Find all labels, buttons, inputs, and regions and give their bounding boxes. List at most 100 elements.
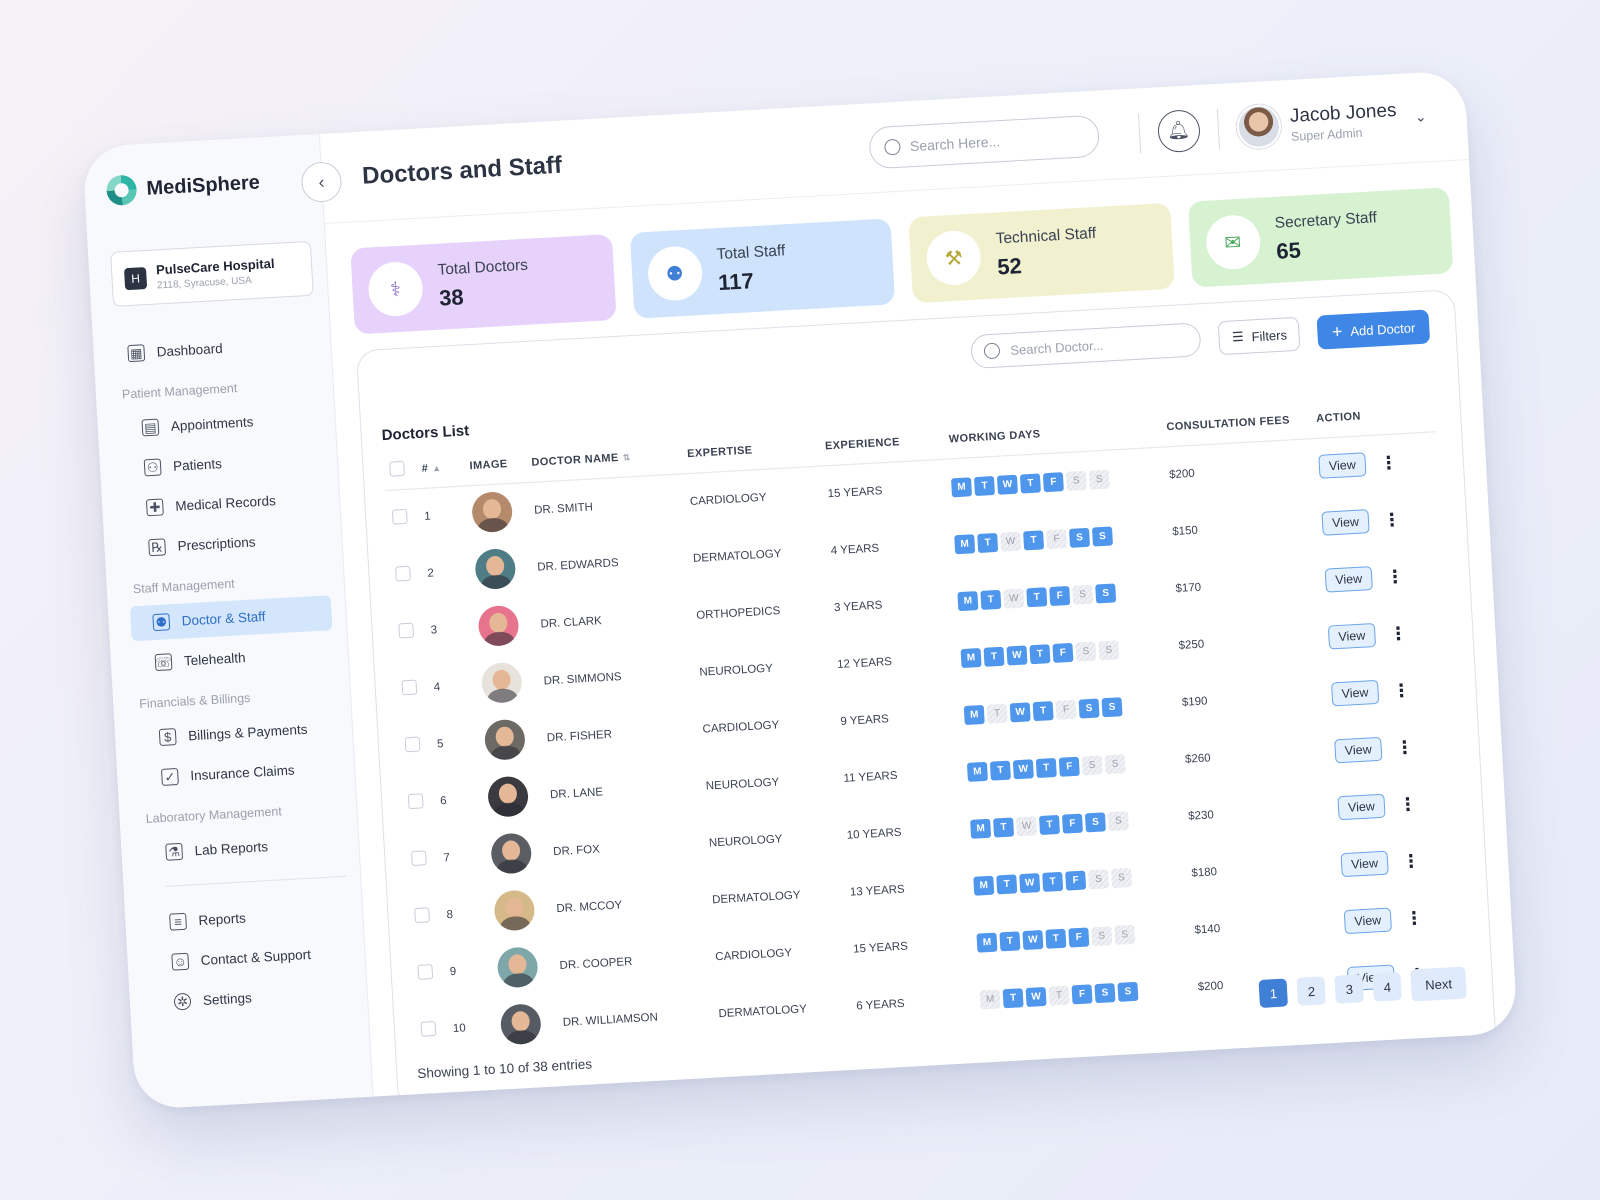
filters-button[interactable]: ☰ Filters — [1218, 316, 1301, 356]
page-button-3[interactable]: 3 — [1334, 974, 1365, 1004]
main-content: Doctors and Staff Search Here... 🔔︎ Jaco… — [319, 70, 1518, 1110]
column-label: # — [421, 462, 429, 475]
sidebar-item-insurance[interactable]: ✓ Insurance Claims — [139, 750, 342, 796]
page-button-4[interactable]: 4 — [1372, 972, 1403, 1002]
sidebar-item-medical-records[interactable]: ✚ Medical Records — [123, 480, 326, 526]
row-checkbox[interactable] — [401, 679, 418, 696]
row-number: 9 — [449, 965, 457, 979]
view-button[interactable]: View — [1324, 566, 1373, 593]
sidebar-item-contact-support[interactable]: ☺ Contact & Support — [149, 935, 352, 981]
column-header-num[interactable]: # ▲ — [414, 447, 465, 489]
sidebar-item-label: Insurance Claims — [190, 762, 295, 784]
doctor-expertise: Neurology — [699, 662, 774, 679]
sidebar-item-label: Reports — [198, 910, 247, 929]
view-button[interactable]: View — [1337, 793, 1386, 821]
row-checkbox[interactable] — [407, 793, 424, 810]
sort-icon: ⇅ — [622, 452, 631, 463]
working-day-badge: M — [954, 533, 976, 554]
row-checkbox[interactable] — [398, 622, 415, 639]
sidebar-item-patients[interactable]: ⚇ Patients — [121, 440, 324, 486]
more-options-icon[interactable]: ⋮ — [1401, 850, 1420, 872]
doctor-name: Dr. Cooper — [559, 955, 633, 972]
view-button[interactable]: View — [1340, 850, 1389, 878]
more-options-icon[interactable]: ⋮ — [1398, 793, 1417, 815]
notifications-button[interactable]: 🔔︎ — [1156, 108, 1201, 153]
sidebar-item-prescriptions[interactable]: ℞ Prescriptions — [126, 520, 329, 566]
row-select-cell — [407, 887, 442, 946]
sidebar-item-billings[interactable]: $ Billings & Payments — [136, 710, 339, 756]
doctor-name: Dr. Fisher — [546, 728, 613, 745]
doctor-experience: 15 Years — [852, 940, 909, 956]
stat-icon-wrap: ⚒ — [925, 229, 983, 287]
brand-name: MediSphere — [145, 171, 261, 200]
global-search-input[interactable]: Search Here... — [867, 114, 1100, 169]
consultation-fee: $150 — [1172, 524, 1199, 539]
next-page-button[interactable]: Next — [1410, 966, 1467, 1002]
hospital-selector[interactable]: H PulseCare Hospital 2118, Syracuse, USA — [110, 240, 314, 307]
row-checkbox[interactable] — [404, 736, 421, 753]
sidebar-item-lab-reports[interactable]: ⚗ Lab Reports — [143, 825, 346, 871]
working-day-badge: F — [1042, 471, 1064, 492]
view-button[interactable]: View — [1321, 509, 1370, 536]
doctor-experience: 10 Years — [846, 826, 902, 842]
header-divider — [1216, 108, 1220, 149]
row-image-cell — [474, 653, 539, 713]
view-button[interactable]: View — [1334, 736, 1383, 764]
plus-icon: + — [1331, 321, 1343, 342]
user-name: Jacob Jones — [1289, 99, 1397, 127]
working-day-badge: T — [1026, 586, 1048, 607]
consultation-fee: $230 — [1187, 809, 1215, 823]
sidebar-item-settings[interactable]: ✲ Settings — [151, 975, 354, 1021]
view-button[interactable]: View — [1330, 679, 1380, 707]
row-checkbox[interactable] — [391, 509, 408, 525]
more-options-icon[interactable]: ⋮ — [1404, 907, 1423, 929]
working-day-badge: M — [950, 477, 973, 498]
user-menu[interactable]: Jacob Jones Super Admin ⌄ — [1235, 95, 1428, 150]
sidebar-item-label: Settings — [202, 990, 253, 1008]
working-day-badge: W — [1006, 644, 1028, 666]
sidebar-item-label: Telehealth — [183, 650, 246, 669]
working-day-badge: M — [963, 704, 985, 725]
row-image-cell — [477, 710, 542, 770]
add-doctor-button[interactable]: + Add Doctor — [1316, 309, 1431, 350]
working-day-badge: M — [957, 590, 979, 611]
more-options-icon[interactable]: ⋮ — [1395, 736, 1414, 758]
sidebar-item-dashboard[interactable]: ▦ Dashboard — [115, 326, 318, 372]
row-image-cell — [471, 596, 536, 656]
stat-value: 65 — [1275, 237, 1302, 264]
calendar-icon: ▤ — [141, 418, 160, 437]
row-number: 2 — [427, 567, 435, 580]
nav-section-staff: Staff Management — [132, 576, 236, 597]
more-options-icon[interactable]: ⋮ — [1385, 565, 1404, 587]
view-button[interactable]: View — [1327, 622, 1376, 650]
view-button[interactable]: View — [1318, 452, 1367, 480]
select-all-checkbox[interactable] — [389, 460, 406, 477]
row-checkbox[interactable] — [414, 907, 430, 924]
view-button[interactable]: View — [1343, 907, 1392, 935]
search-icon — [983, 342, 1001, 360]
sidebar-item-reports[interactable]: ≡ Reports — [147, 895, 350, 941]
working-day-badge: F — [1061, 813, 1083, 834]
sidebar-item-doctor-staff[interactable]: ⚉ Doctor & Staff — [129, 595, 333, 642]
nav-section-patient: Patient Management — [121, 381, 238, 402]
row-checkbox[interactable] — [417, 964, 434, 980]
row-checkbox[interactable] — [410, 850, 427, 867]
app-window: MediSphere ‹ H PulseCare Hospital 2118, … — [82, 70, 1518, 1110]
page-button-2[interactable]: 2 — [1296, 976, 1327, 1006]
more-options-icon[interactable]: ⋮ — [1379, 452, 1398, 474]
hospital-address: 2118, Syracuse, USA — [156, 275, 253, 292]
row-checkbox[interactable] — [395, 565, 411, 582]
doctor-name: Dr. Clark — [540, 615, 603, 631]
more-options-icon[interactable]: ⋮ — [1391, 679, 1410, 701]
sidebar-item-appointments[interactable]: ▤ Appointments — [119, 401, 322, 447]
page-button-1[interactable]: 1 — [1258, 978, 1289, 1008]
sidebar-item-label: Billings & Payments — [187, 721, 308, 744]
more-options-icon[interactable]: ⋮ — [1382, 508, 1401, 530]
sidebar-item-telehealth[interactable]: ☏ Telehealth — [132, 635, 335, 681]
working-day-badge: S — [1098, 639, 1120, 660]
row-number: 1 — [424, 510, 432, 524]
more-options-icon[interactable]: ⋮ — [1388, 622, 1407, 644]
